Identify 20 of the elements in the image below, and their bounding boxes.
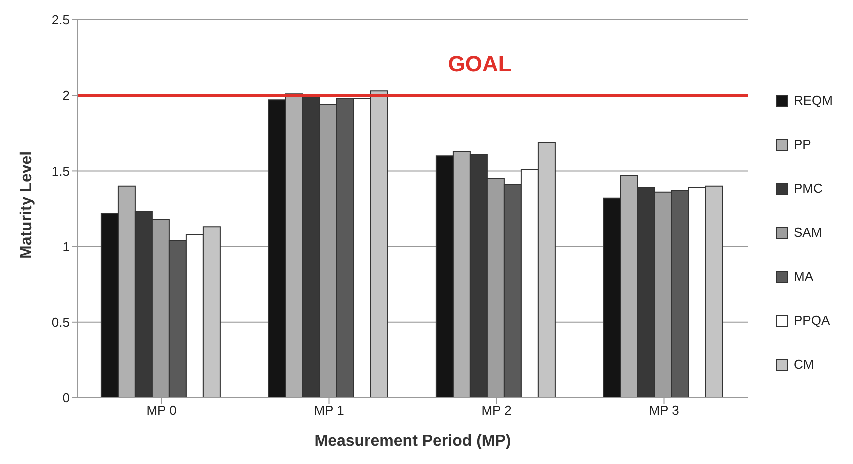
y-tick-label: 0.5 bbox=[52, 315, 70, 330]
x-tick-label: MP 3 bbox=[649, 403, 680, 418]
legend-label: PPQA bbox=[794, 312, 830, 330]
y-tick-label: 2 bbox=[62, 88, 70, 104]
x-tick-label: MP 2 bbox=[482, 403, 512, 418]
legend-label: REQM bbox=[794, 92, 833, 110]
y-tick-label: 1 bbox=[62, 239, 70, 254]
legend-label: CM bbox=[794, 356, 814, 374]
x-axis-title: Measurement Period (MP) bbox=[314, 433, 512, 450]
legend-label: MA bbox=[794, 268, 814, 286]
y-tick-label: 0 bbox=[62, 390, 70, 406]
x-tick-label: MP 1 bbox=[314, 403, 344, 418]
legend-label: PP bbox=[794, 136, 812, 154]
y-axis-title: Maturity Level bbox=[18, 151, 36, 259]
legend-label: SAM bbox=[794, 224, 822, 242]
y-tick-label: 1.5 bbox=[52, 164, 70, 179]
legend-label: PMC bbox=[794, 180, 823, 198]
ref-line-label: GOAL bbox=[448, 52, 512, 77]
y-tick-label: 2.5 bbox=[52, 12, 70, 28]
x-tick-label: MP 0 bbox=[146, 403, 177, 418]
